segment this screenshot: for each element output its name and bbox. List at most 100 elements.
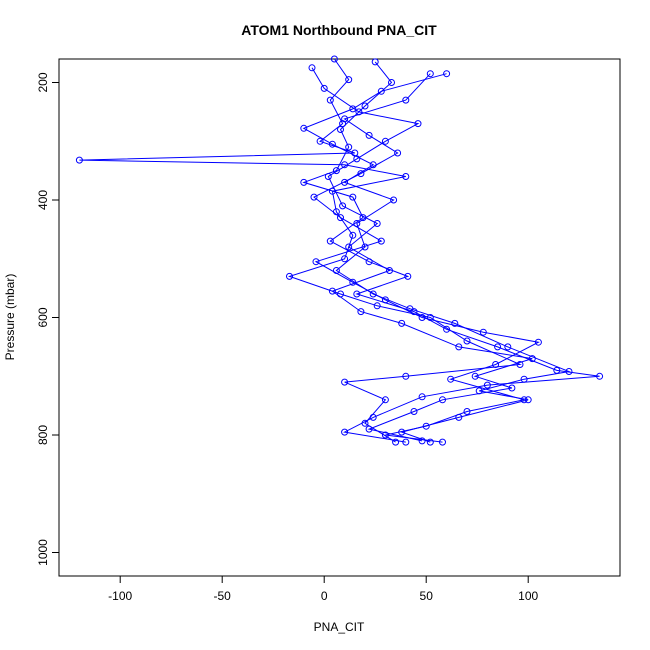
data-point: [390, 196, 398, 204]
data-point: [528, 355, 536, 363]
data-point: [463, 408, 471, 415]
data-point: [406, 305, 414, 313]
data-point: [439, 438, 446, 446]
data-point: [494, 343, 502, 351]
data-point: [349, 105, 357, 113]
data-point: [483, 381, 491, 389]
data-point: [404, 272, 412, 280]
data-point: [300, 178, 308, 186]
data-point: [339, 120, 347, 128]
x-tick-label: 50: [420, 589, 434, 603]
x-axis: -100 -50 0 50 100: [108, 575, 539, 603]
data-point: [357, 170, 365, 178]
data-point: [300, 124, 308, 132]
series-5: [300, 70, 573, 446]
data-point: [361, 102, 369, 110]
data-point: [353, 220, 361, 227]
data-point: [426, 438, 434, 446]
data-point: [426, 70, 434, 78]
data-point: [324, 173, 332, 180]
data-point: [463, 337, 471, 345]
data-point: [455, 343, 463, 351]
data-point: [492, 361, 500, 368]
plot-frame: [58, 58, 621, 577]
data-point: [328, 140, 336, 148]
data-point: [418, 314, 426, 321]
x-tick-label: -50: [214, 589, 232, 603]
series-line: [79, 58, 522, 443]
y-axis: 200 400 600 800 1000: [36, 72, 60, 566]
data-point: [381, 396, 389, 404]
x-axis-label: PNA_CIT: [314, 620, 365, 634]
data-point: [330, 55, 338, 63]
data-point: [337, 214, 344, 222]
data-point: [508, 384, 516, 392]
data-point: [349, 193, 357, 201]
data-point: [451, 319, 459, 327]
data-point: [373, 302, 381, 310]
data-point: [443, 325, 451, 333]
x-tick-label: 100: [518, 589, 538, 603]
x-tick-label: 0: [321, 589, 328, 603]
data-point: [341, 115, 349, 123]
data-point: [386, 267, 393, 274]
data-point: [328, 287, 336, 295]
data-layer: [75, 55, 604, 446]
data-point: [418, 393, 426, 401]
data-point: [504, 343, 512, 351]
series-line: [302, 73, 571, 443]
data-point: [447, 375, 455, 383]
data-point: [402, 372, 410, 380]
data-point: [377, 87, 385, 95]
data-point: [369, 413, 377, 421]
data-point: [308, 64, 316, 72]
data-point: [339, 202, 347, 210]
data-point: [310, 193, 318, 201]
data-point: [345, 76, 353, 84]
data-point: [341, 178, 349, 186]
data-point: [377, 237, 385, 245]
data-point: [332, 267, 340, 274]
data-point: [398, 428, 406, 436]
data-point: [381, 137, 389, 145]
data-point: [371, 58, 379, 66]
y-tick-label: 800: [36, 425, 50, 445]
data-point: [565, 368, 573, 375]
data-point: [479, 328, 487, 336]
data-point: [353, 290, 361, 298]
data-point: [312, 258, 320, 266]
data-point: [361, 243, 369, 251]
chart-title: ATOM1 Northbound PNA_CIT: [241, 22, 437, 38]
data-point: [475, 387, 483, 395]
data-point: [392, 438, 400, 446]
data-point: [365, 131, 373, 139]
data-point: [320, 84, 328, 92]
series-line: [311, 67, 533, 442]
x-tick-label: -100: [108, 589, 132, 603]
data-point: [369, 290, 377, 298]
data-point: [439, 396, 446, 404]
data-point: [286, 272, 293, 280]
data-point: [75, 156, 83, 164]
data-point: [388, 79, 395, 86]
series-1: [75, 55, 524, 446]
data-point: [596, 372, 604, 380]
data-point: [516, 361, 524, 368]
data-point: [398, 319, 406, 327]
data-point: [410, 408, 418, 415]
data-point: [402, 438, 410, 446]
data-point: [345, 143, 353, 151]
y-tick-label: 1000: [36, 539, 50, 566]
data-point: [345, 243, 353, 251]
data-point: [455, 413, 463, 421]
data-point: [418, 437, 426, 445]
data-point: [369, 161, 377, 169]
y-tick-label: 200: [36, 72, 50, 92]
series-line: [302, 61, 600, 443]
data-point: [402, 96, 410, 104]
data-point: [394, 149, 402, 157]
data-point: [337, 126, 344, 133]
data-point: [471, 372, 479, 380]
y-axis-label: Pressure (mbar): [3, 274, 17, 361]
data-point: [443, 70, 451, 78]
